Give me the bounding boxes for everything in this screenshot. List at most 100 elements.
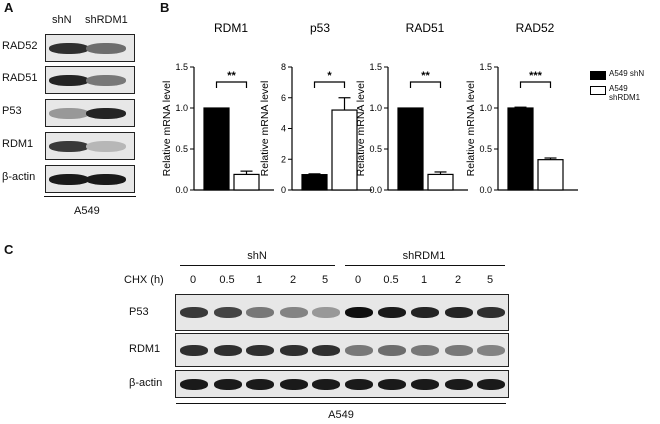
panel-c-timepoint: 0 bbox=[354, 274, 362, 286]
panel-c-chx-label: CHX (h) bbox=[124, 274, 164, 286]
band bbox=[345, 344, 373, 356]
panel-c-group-line-shn bbox=[180, 265, 335, 266]
panel-a-cell-line: A549 bbox=[74, 205, 100, 217]
panel-c-row-label-p53: P53 bbox=[129, 305, 149, 318]
chart-tick-label: 1.5 bbox=[369, 62, 382, 72]
band bbox=[411, 344, 439, 356]
band bbox=[49, 43, 89, 54]
panel-c-timepoint: 2 bbox=[289, 274, 297, 286]
band bbox=[378, 307, 406, 318]
chart-tick-label: 0 bbox=[281, 185, 286, 195]
chart-title-rdm1: RDM1 bbox=[214, 21, 248, 35]
chart-tick-label: 0.0 bbox=[479, 185, 492, 195]
panel-a-letter: A bbox=[4, 0, 14, 15]
band bbox=[86, 174, 126, 185]
significance-stars-rdm1: ** bbox=[227, 70, 236, 82]
band bbox=[86, 43, 126, 54]
bar-rad52-a549-shrdm1 bbox=[537, 159, 564, 191]
chart-tick-label: 1.0 bbox=[369, 103, 382, 113]
chart-ylabel-rad52: Relative mRNA level bbox=[465, 81, 477, 177]
band bbox=[411, 378, 439, 390]
significance-bracket-p53 bbox=[313, 81, 346, 88]
bar-rad52-a549-shn bbox=[507, 107, 534, 191]
significance-bracket-rad51 bbox=[409, 81, 442, 88]
legend-swatch-shn bbox=[590, 71, 606, 80]
panel-c-timepoint: 0 bbox=[189, 274, 197, 286]
significance-bracket-rdm1 bbox=[215, 81, 248, 88]
bar-rdm1-a549-shn bbox=[203, 107, 230, 191]
panel-a-blot-actin bbox=[45, 165, 135, 193]
panel-c-timepoint: 1 bbox=[420, 274, 428, 286]
panel-a-row-label-p53: P53 bbox=[2, 105, 22, 117]
panel-c-timepoint: 2 bbox=[454, 274, 462, 286]
panel-a-cell-line-line bbox=[44, 196, 136, 197]
panel-c-timepoint: 0.5 bbox=[383, 274, 399, 286]
band bbox=[445, 378, 473, 390]
chart-tick-label: 0.5 bbox=[369, 144, 382, 154]
band bbox=[49, 141, 89, 152]
panel-c-group-shrdm1: shRDM1 bbox=[402, 250, 446, 262]
chart-tick-label: 0.0 bbox=[369, 185, 382, 195]
panel-c-timepoint: 5 bbox=[486, 274, 494, 286]
chart-tick-label: 0.5 bbox=[175, 144, 188, 154]
band bbox=[214, 307, 242, 318]
significance-stars-p53: * bbox=[327, 70, 332, 82]
chart-tick-label: 0.5 bbox=[479, 144, 492, 154]
band bbox=[312, 344, 340, 356]
band bbox=[49, 108, 89, 119]
significance-stars-rad52: *** bbox=[529, 70, 543, 82]
band bbox=[86, 108, 126, 119]
band bbox=[411, 307, 439, 318]
band bbox=[86, 141, 126, 152]
chart-title-rad51: RAD51 bbox=[406, 21, 445, 35]
chart-tick-label: 1.0 bbox=[479, 103, 492, 113]
bar-p53-a549-shrdm1 bbox=[331, 109, 358, 191]
chart-ylabel-rad51: Relative mRNA level bbox=[355, 81, 367, 177]
panel-a-blot-rad51 bbox=[45, 66, 135, 94]
band bbox=[280, 378, 308, 390]
panel-c-row-label-actin: β-actin bbox=[129, 377, 163, 389]
panel-c-cell-line-line bbox=[176, 403, 506, 404]
chart-ylabel-p53: Relative mRNA level bbox=[259, 81, 271, 177]
band bbox=[378, 344, 406, 356]
chart-tick-label: 8 bbox=[281, 62, 286, 72]
panel-c-timepoint: 5 bbox=[321, 274, 329, 286]
band bbox=[246, 378, 274, 390]
band bbox=[180, 344, 208, 356]
panel-c-timepoint: 1 bbox=[255, 274, 263, 286]
chart-tick-label: 6 bbox=[281, 93, 286, 103]
bar-p53-a549-shn bbox=[301, 174, 328, 191]
chart-title-rad52: RAD52 bbox=[516, 21, 555, 35]
panel-a-row-label-rdm1: RDM1 bbox=[2, 138, 34, 150]
chart-tick-label: 4 bbox=[281, 124, 286, 134]
panel-a-blot-p53 bbox=[45, 99, 135, 127]
band bbox=[214, 344, 242, 356]
band bbox=[246, 307, 274, 318]
band bbox=[312, 378, 340, 390]
band bbox=[49, 75, 89, 86]
bar-rad51-a549-shrdm1 bbox=[427, 173, 454, 191]
band bbox=[345, 307, 373, 318]
panel-a-row-label-actin: β-actin bbox=[2, 171, 36, 183]
band bbox=[445, 307, 473, 318]
band bbox=[280, 307, 308, 318]
band bbox=[445, 344, 473, 356]
band bbox=[477, 307, 505, 318]
significance-bracket-rad52 bbox=[519, 81, 552, 88]
panel-c-blot-rdm1 bbox=[175, 333, 509, 367]
band bbox=[214, 378, 242, 390]
band bbox=[345, 378, 373, 390]
panel-a-lane-shn: shN bbox=[52, 14, 72, 26]
chart-ylabel-rdm1: Relative mRNA level bbox=[161, 81, 173, 177]
chart-title-p53: p53 bbox=[310, 21, 330, 35]
panel-a-lane-shrdm1: shRDM1 bbox=[85, 14, 128, 26]
panel-c-timepoint: 0.5 bbox=[219, 274, 235, 286]
chart-tick-label: 1.5 bbox=[479, 62, 492, 72]
band bbox=[246, 344, 274, 356]
legend-label-shrdm1: A549 shRDM1 bbox=[609, 84, 641, 102]
chart-tick-label: 2 bbox=[281, 154, 286, 164]
panel-a-blot-rdm1 bbox=[45, 132, 135, 160]
bar-rad51-a549-shn bbox=[397, 107, 424, 191]
chart-tick-label: 0.0 bbox=[175, 185, 188, 195]
